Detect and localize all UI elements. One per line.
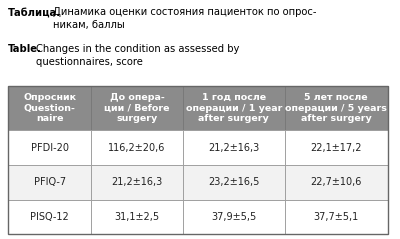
Text: 22,1±17,2: 22,1±17,2: [310, 143, 362, 153]
Text: 5 лет после
операции / 5 years
after surgery: 5 лет после операции / 5 years after sur…: [285, 93, 387, 123]
Bar: [8, 86, 92, 130]
Bar: [92, 86, 182, 130]
Bar: [92, 165, 182, 200]
Bar: [8, 165, 92, 200]
Text: 21,2±16,3: 21,2±16,3: [111, 177, 163, 187]
Text: 31,1±2,5: 31,1±2,5: [114, 212, 160, 222]
Text: 116,2±20,6: 116,2±20,6: [108, 143, 166, 153]
Bar: [285, 200, 388, 234]
Bar: [182, 86, 285, 130]
Text: До опера-
ции / Before
surgery: До опера- ции / Before surgery: [104, 93, 170, 123]
Text: PFDI-20: PFDI-20: [31, 143, 69, 153]
Text: 22,7±10,6: 22,7±10,6: [310, 177, 362, 187]
Text: Changes in the condition as assessed by
questionnaires, score: Changes in the condition as assessed by …: [36, 44, 240, 67]
Bar: [182, 130, 285, 165]
Bar: [285, 86, 388, 130]
Text: 1 год после
операции / 1 year
after surgery: 1 год после операции / 1 year after surg…: [186, 93, 282, 123]
Bar: [92, 200, 182, 234]
Bar: [182, 200, 285, 234]
Bar: [285, 165, 388, 200]
Text: Опросник
Question-
naire: Опросник Question- naire: [23, 93, 76, 123]
Text: 37,7±5,1: 37,7±5,1: [314, 212, 359, 222]
Text: 23,2±16,5: 23,2±16,5: [208, 177, 260, 187]
Text: 37,9±5,5: 37,9±5,5: [211, 212, 256, 222]
Bar: [285, 130, 388, 165]
Text: Динамика оценки состояния пациенток по опрос-
никам, баллы: Динамика оценки состояния пациенток по о…: [52, 7, 316, 30]
Bar: [8, 200, 92, 234]
Text: Table.: Table.: [8, 44, 42, 54]
Bar: [8, 130, 92, 165]
Text: 21,2±16,3: 21,2±16,3: [208, 143, 260, 153]
Bar: [182, 165, 285, 200]
Text: PISQ-12: PISQ-12: [30, 212, 69, 222]
Text: Таблица.: Таблица.: [8, 7, 61, 17]
Bar: [8, 86, 388, 234]
Bar: [92, 130, 182, 165]
Text: PFIQ-7: PFIQ-7: [34, 177, 66, 187]
